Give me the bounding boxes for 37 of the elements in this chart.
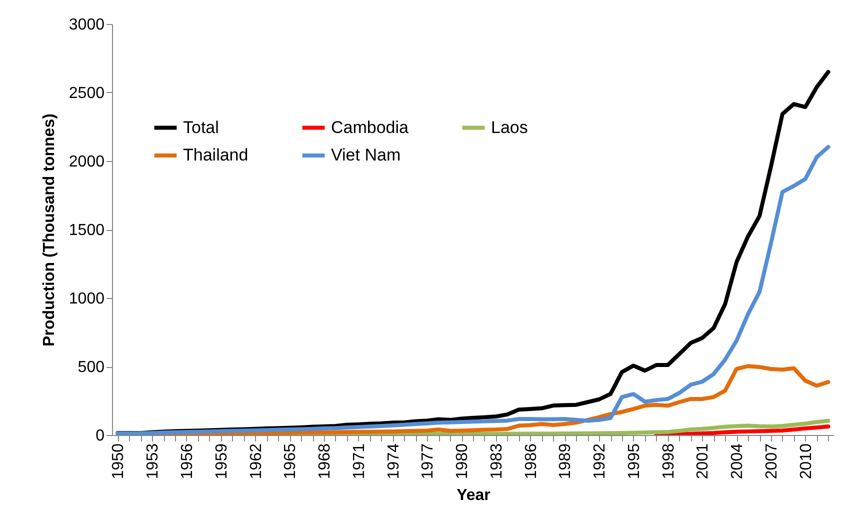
y-tick-label: 500 [78, 359, 105, 376]
x-tick-label: 2007 [763, 443, 780, 480]
x-tick-label: 1998 [660, 443, 678, 480]
y-tick-label: 2000 [68, 154, 105, 170]
y-tick-label: 0 [96, 428, 105, 444]
x-tick-label: 1992 [592, 443, 609, 480]
legend-label: Thailand [183, 146, 248, 164]
x-tick-label: 1980 [454, 443, 472, 480]
x-tick-label: 1962 [248, 443, 265, 480]
y-axis-title: Production (Thousand tonnes) [40, 114, 58, 346]
x-tick-label: 1971 [350, 443, 368, 480]
x-tick-label: 2001 [694, 443, 712, 480]
x-tick-label: 1977 [420, 443, 437, 480]
x-tick-label: 1965 [282, 443, 300, 480]
x-tick-label: 1974 [385, 443, 402, 480]
line-series [654, 424, 830, 435]
x-tick-label: 2004 [729, 443, 746, 480]
line-series [116, 145, 830, 435]
y-tick-label: 2500 [68, 85, 105, 102]
x-tick-label: 1950 [110, 443, 128, 480]
x-tick-label: 1986 [522, 443, 540, 480]
x-tick-label: 1989 [557, 443, 574, 480]
x-tick-label: 1983 [488, 443, 506, 480]
legend-label: Viet Nam [331, 146, 401, 164]
y-tick-label: 1000 [68, 290, 105, 308]
y-tick-label: 1500 [68, 222, 105, 239]
x-tick-label: 2010 [798, 443, 815, 480]
legend-label: Total [183, 118, 219, 137]
legend-label: Laos [491, 118, 528, 137]
x-tick-label: 1968 [316, 443, 334, 480]
y-tick-label: 3000 [68, 16, 105, 34]
x-axis-title: Year [456, 487, 490, 504]
x-tick-label: 1953 [144, 443, 162, 480]
legend-label: Cambodia [331, 118, 410, 137]
x-tick-label: 1959 [213, 443, 230, 480]
x-tick-label: 1995 [626, 443, 643, 480]
x-tick-label: 1956 [178, 443, 196, 480]
